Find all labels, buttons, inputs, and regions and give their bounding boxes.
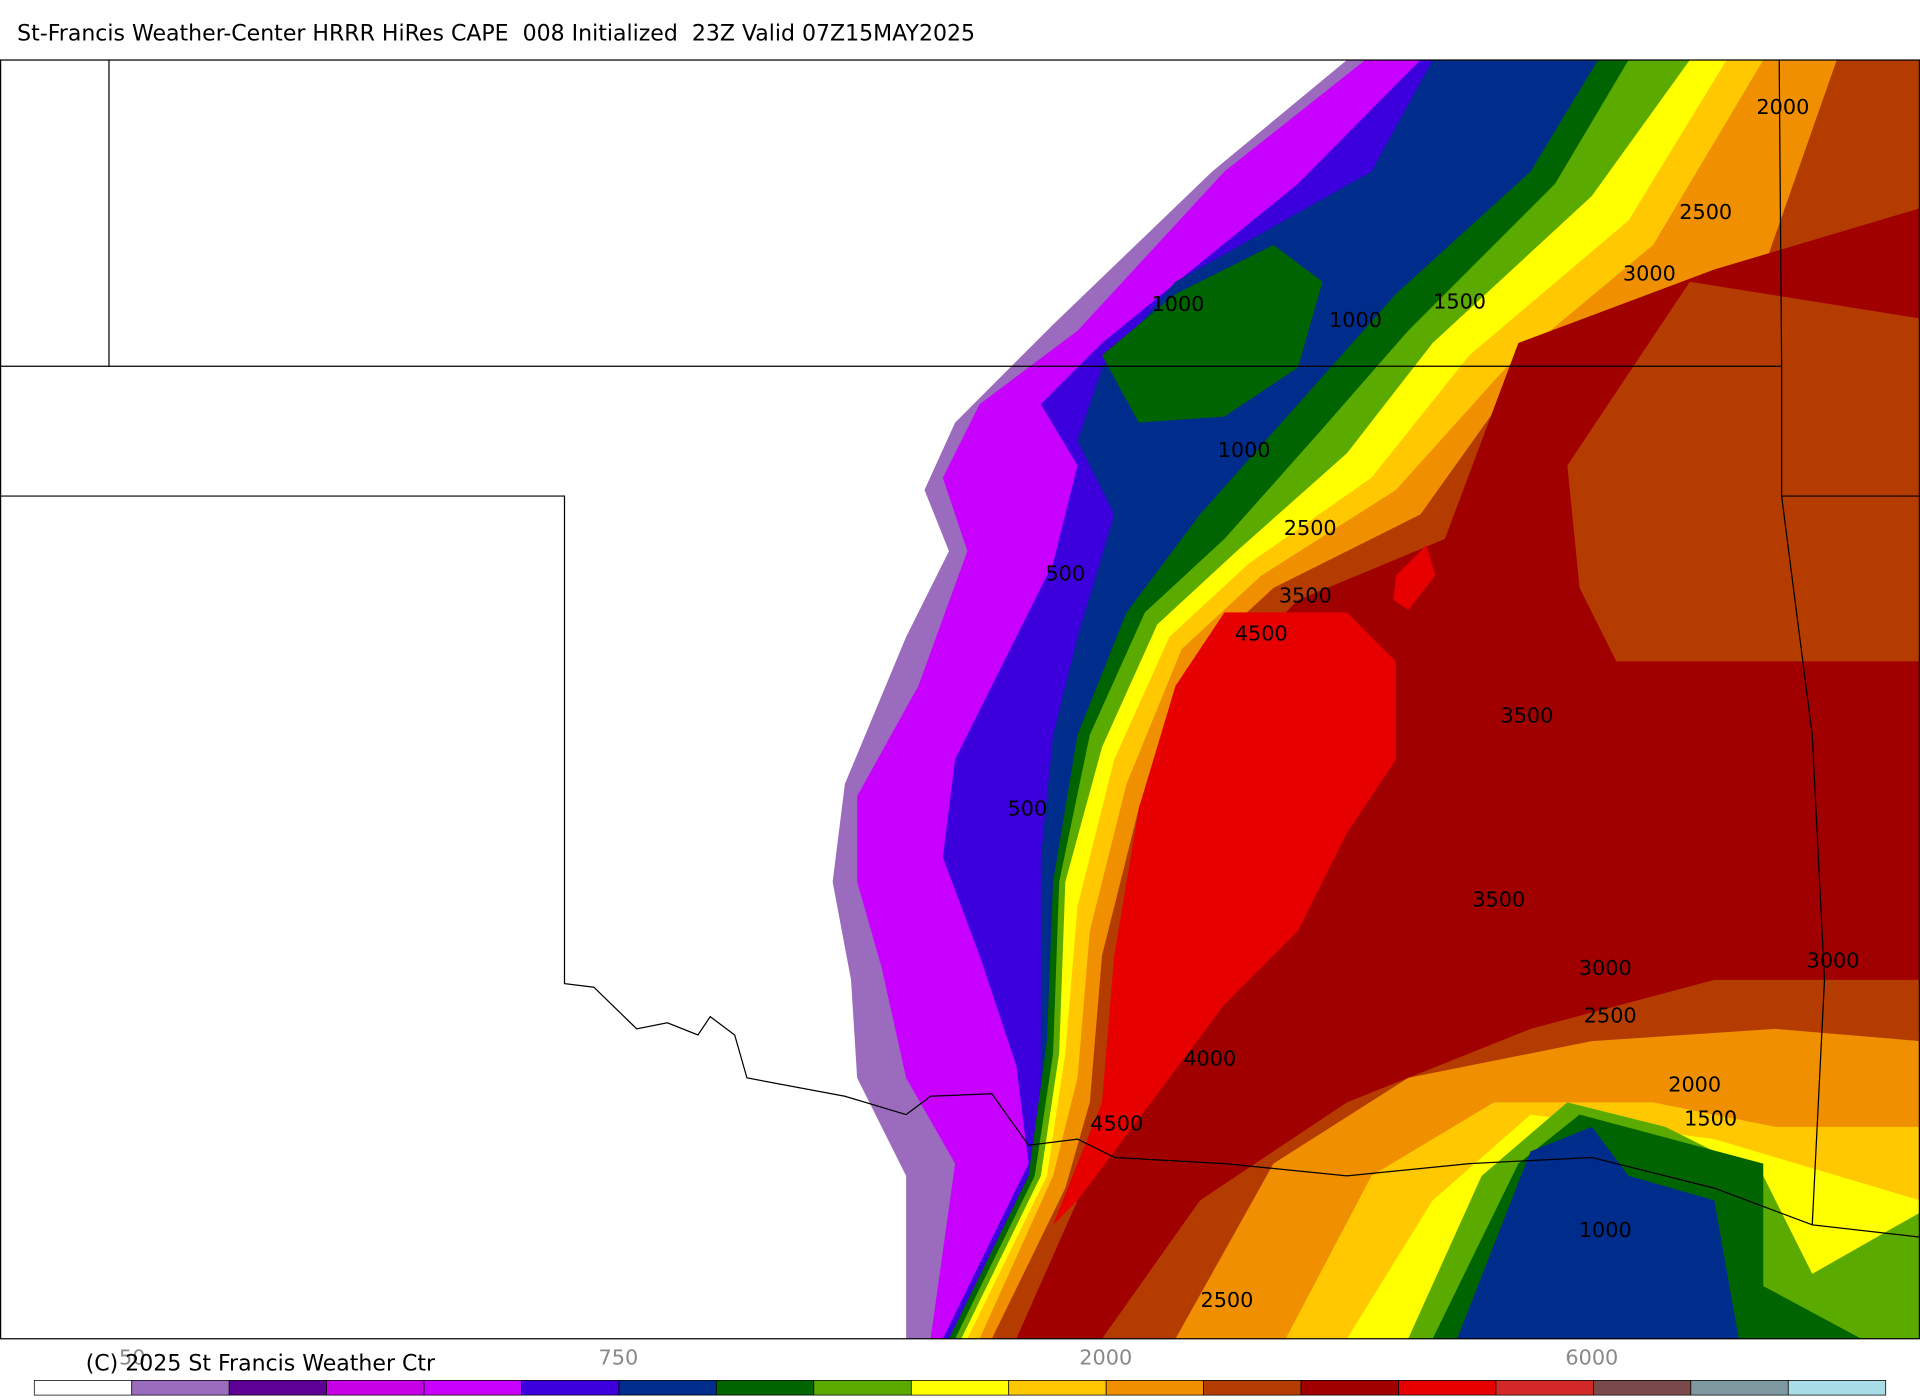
colorbar-swatch: [910, 1380, 1010, 1396]
colorbar-tick-label: 750: [599, 1345, 639, 1369]
colorbar-swatch: [33, 1380, 133, 1396]
contour-label: 3000: [1579, 956, 1632, 980]
colorbar-swatch: [521, 1380, 620, 1396]
colorbar-swatch: [1398, 1380, 1497, 1396]
colorbar-swatch: [1300, 1380, 1399, 1396]
contour-label: 3500: [1472, 887, 1525, 911]
colorbar-swatch: [326, 1380, 425, 1396]
contour-label: 2500: [1200, 1288, 1253, 1312]
copyright: (C) 2025 St Francis Weather Ctr: [86, 1352, 436, 1377]
contour-label: 4500: [1090, 1112, 1143, 1136]
contour-label: 1500: [1433, 290, 1486, 314]
contour-label: 1000: [1218, 438, 1271, 462]
contour-label: 3500: [1500, 704, 1553, 728]
colorbar-swatch: [1593, 1380, 1692, 1396]
contour-label: 2500: [1284, 516, 1337, 540]
contour-label: 1500: [1684, 1107, 1737, 1131]
contour-label: 3000: [1807, 949, 1860, 973]
colorbar-swatch: [1203, 1380, 1302, 1396]
colorbar-swatch: [1495, 1380, 1594, 1396]
contour-labels: 2000 2500 3000 1000 1000 1500 1000 2500 500 3500 4…: [1007, 95, 1859, 1312]
title: St-Francis Weather-Center HRRR HiRes CAP…: [17, 21, 975, 46]
colorbar-swatch: [1690, 1380, 1789, 1396]
colorbar: 50 750 2000 6000: [33, 1345, 1887, 1396]
colorbar-swatch: [423, 1380, 522, 1396]
contour-label: 3500: [1279, 584, 1332, 608]
colorbar-tick-label: 50: [119, 1345, 145, 1369]
contour-label: 2000: [1756, 95, 1809, 119]
contour-label: 3000: [1623, 261, 1676, 285]
contour-label: 4500: [1235, 622, 1288, 646]
colorbar-tick-label: 2000: [1079, 1345, 1132, 1369]
contour-label: 4000: [1183, 1047, 1236, 1071]
colorbar-swatch: [1105, 1380, 1204, 1396]
colorbar-swatch: [131, 1380, 230, 1396]
cape-field: [0, 60, 1920, 1339]
colorbar-swatch: [1008, 1380, 1107, 1396]
contour-label: 2500: [1679, 200, 1732, 224]
colorbar-swatch: [1787, 1380, 1887, 1396]
contour-label: 1000: [1579, 1218, 1632, 1242]
colorbar-swatch: [618, 1380, 717, 1396]
colorbar-tick-label: 6000: [1565, 1345, 1618, 1369]
contour-label: 1000: [1329, 308, 1382, 332]
colorbar-swatch: [813, 1380, 912, 1396]
boundaries: [0, 59, 1920, 1340]
contour-label: 2000: [1668, 1072, 1721, 1096]
colorbar-swatch: [716, 1380, 815, 1396]
contour-label: 1000: [1151, 292, 1204, 316]
contour-label: 500: [1045, 562, 1085, 586]
contour-label: 500: [1007, 797, 1047, 821]
colorbar-swatch: [228, 1380, 327, 1396]
contour-label: 2500: [1584, 1004, 1637, 1028]
